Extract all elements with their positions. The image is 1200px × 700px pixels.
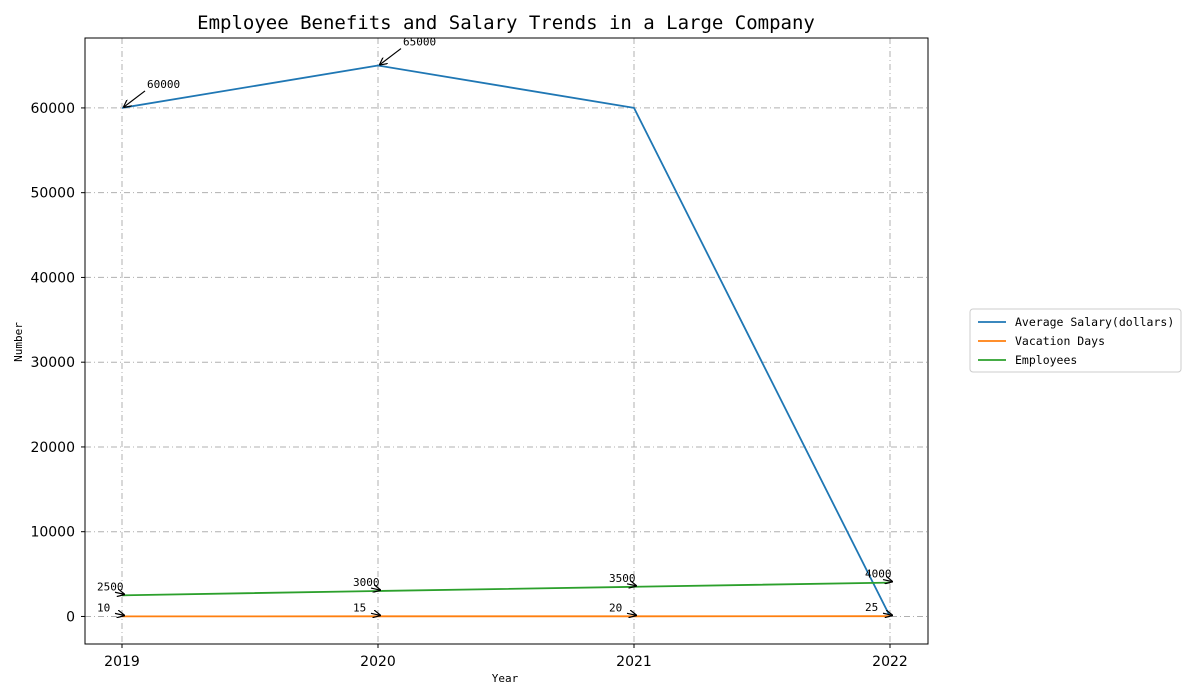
x-tick-label: 2019 bbox=[104, 654, 140, 670]
y-axis-label: Number bbox=[12, 322, 25, 362]
annotation-arrow bbox=[114, 613, 124, 615]
annotation-label: 20 bbox=[609, 601, 622, 614]
annotation-label: 15 bbox=[353, 601, 366, 614]
series-lines bbox=[121, 64, 891, 618]
y-tick-label: 60000 bbox=[30, 101, 75, 117]
y-tick-label: 10000 bbox=[30, 525, 75, 541]
y-tick-label: 40000 bbox=[30, 270, 75, 286]
annotation-label: 10 bbox=[97, 601, 110, 614]
x-axis-label: Year bbox=[492, 672, 519, 685]
x-axis-ticks: 2019 2020 2021 2022 bbox=[104, 644, 908, 670]
grid bbox=[85, 38, 928, 644]
annotation-label: 25 bbox=[865, 601, 878, 614]
legend-entry: Employees bbox=[1015, 353, 1077, 367]
legend-entry: Vacation Days bbox=[1015, 334, 1105, 348]
y-tick-label: 20000 bbox=[30, 440, 75, 456]
x-tick-label: 2022 bbox=[872, 654, 908, 670]
chart-title: Employee Benefits and Salary Trends in a… bbox=[197, 12, 815, 34]
data-annotations: 60000 65000 10 15 20 25 2500 3000 3500 4000 bbox=[97, 36, 892, 616]
annotation-label: 4000 bbox=[865, 568, 892, 581]
annotation-arrow bbox=[626, 584, 636, 586]
series-line-employees bbox=[121, 581, 891, 597]
annotation-label: 2500 bbox=[97, 580, 124, 593]
y-tick-label: 30000 bbox=[30, 355, 75, 371]
annotation-label: 3500 bbox=[609, 572, 636, 585]
annotation-arrow bbox=[380, 48, 402, 65]
series-line-average-salary-dollars bbox=[121, 64, 891, 617]
y-tick-label: 0 bbox=[66, 609, 75, 625]
plot-frame bbox=[84, 37, 929, 645]
legend-box bbox=[969, 308, 1182, 373]
annotation-arrow bbox=[124, 90, 146, 107]
x-tick-label: 2020 bbox=[360, 654, 396, 670]
annotation-label: 65000 bbox=[403, 36, 436, 49]
legend-entry: Average Salary(dollars) bbox=[1015, 315, 1174, 329]
x-tick-label: 2021 bbox=[616, 654, 652, 670]
y-tick-label: 50000 bbox=[30, 186, 75, 202]
annotation-arrow bbox=[882, 580, 892, 582]
annotation-label: 3000 bbox=[353, 576, 380, 589]
annotation-arrow bbox=[114, 592, 124, 594]
annotation-arrow bbox=[626, 613, 636, 615]
annotation-label: 60000 bbox=[147, 78, 180, 91]
annotation-arrow bbox=[370, 588, 380, 590]
annotation-arrow bbox=[370, 613, 380, 615]
y-axis-ticks: 0 10000 20000 30000 40000 50000 60000 bbox=[30, 101, 85, 625]
annotation-arrow bbox=[882, 613, 892, 615]
legend: Average Salary(dollars) Vacation Days Empl… bbox=[969, 308, 1182, 373]
